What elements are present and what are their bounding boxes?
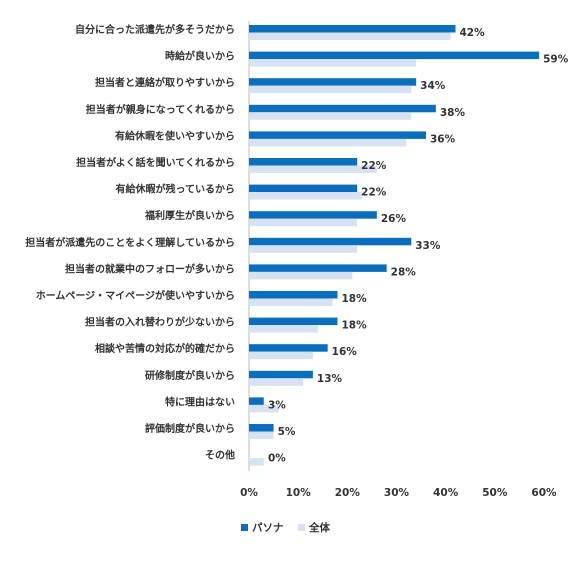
- category-label: 担当者の入れ替わりが少ないから: [85, 316, 235, 329]
- x-tick-label: 10%: [286, 487, 312, 499]
- category-label: ホームページ・マイページが使いやすいから: [36, 289, 235, 302]
- value-label: 13%: [317, 373, 343, 385]
- bar-pasona: [249, 424, 274, 432]
- bar-overall: [249, 431, 274, 439]
- x-tick-label: 60%: [531, 487, 557, 499]
- bar-pasona: [249, 184, 358, 193]
- legend: パソナ 全体: [241, 521, 330, 534]
- category-label: 担当者と連絡が取りやすいから: [95, 76, 235, 89]
- bar-pasona: [249, 370, 313, 379]
- bar-pasona: [249, 264, 387, 272]
- x-tick-label: 20%: [335, 487, 361, 499]
- bar-overall: [249, 85, 412, 94]
- category-label: その他: [205, 449, 235, 462]
- bars: [249, 25, 540, 466]
- bar-pasona: [249, 344, 328, 352]
- bar-overall: [249, 298, 333, 306]
- bar-pasona: [249, 291, 338, 299]
- x-tick-label: 40%: [433, 487, 459, 499]
- legend-label-pasona: パソナ: [252, 522, 284, 534]
- value-label: 59%: [543, 54, 569, 66]
- bar-overall: [249, 245, 358, 253]
- value-label: 38%: [440, 107, 466, 119]
- x-tick-label: 0%: [240, 487, 258, 499]
- bar-overall: [249, 351, 313, 360]
- x-tick-label: 30%: [384, 487, 410, 499]
- bar-overall: [249, 325, 318, 333]
- value-label: 22%: [361, 187, 387, 199]
- value-label: 16%: [332, 346, 358, 358]
- category-label: 特に理由はない: [165, 395, 235, 408]
- bar-pasona: [249, 51, 540, 60]
- value-label: 5%: [278, 426, 296, 438]
- value-label: 18%: [342, 293, 368, 305]
- bar-pasona: [249, 25, 456, 33]
- bar-overall: [249, 218, 358, 227]
- bar-overall: [249, 192, 363, 200]
- category-label: 相談や苦情の対応が的確だから: [95, 342, 235, 355]
- labels: 自分に合った派遣先が多そうだから 42% 時給が良いから 59% 担当者と連絡が取りやす…: [25, 23, 568, 465]
- bar-pasona: [249, 397, 264, 405]
- bar-overall: [249, 458, 264, 466]
- value-label: 18%: [342, 320, 368, 332]
- bar-overall: [249, 271, 353, 280]
- bar-pasona: [249, 158, 358, 166]
- value-label: 0%: [268, 453, 286, 465]
- value-label: 33%: [415, 240, 441, 252]
- value-label: 26%: [381, 213, 407, 225]
- legend-swatch-overall: [298, 524, 305, 531]
- x-tick-label: 50%: [482, 487, 508, 499]
- category-label: 福利厚生が良いから: [144, 209, 235, 222]
- bar-overall: [249, 404, 279, 413]
- bar-overall: [249, 32, 451, 40]
- bar-pasona: [249, 211, 377, 219]
- value-label: 34%: [420, 80, 446, 92]
- legend-label-overall: 全体: [308, 521, 330, 534]
- bar-pasona: [249, 78, 417, 86]
- category-label: 研修制度が良いから: [145, 369, 235, 382]
- category-label: 担当者が派遣先のことをよく理解しているから: [25, 236, 235, 249]
- value-label: 42%: [460, 27, 486, 39]
- value-label: 22%: [361, 160, 387, 172]
- bar-pasona: [249, 104, 436, 113]
- value-label: 28%: [391, 266, 417, 278]
- bar-overall: [249, 378, 304, 386]
- category-label: 自分に合った派遣先が多そうだから: [75, 23, 235, 36]
- category-label: 担当者がよく話を聞いてくれるから: [76, 156, 235, 169]
- bar-overall: [249, 138, 407, 147]
- category-label: 時給が良いから: [165, 50, 235, 63]
- value-label: 3%: [268, 399, 286, 411]
- bar-pasona: [249, 317, 338, 326]
- bar-pasona: [249, 237, 412, 246]
- category-label: 担当者の就業中のフォローが多いから: [65, 262, 235, 275]
- category-label: 有給休暇を使いやすいから: [115, 129, 235, 142]
- bar-overall: [249, 165, 377, 173]
- bar-overall: [249, 112, 412, 120]
- value-label: 36%: [430, 133, 456, 145]
- category-label: 担当者が親身になってくれるから: [86, 103, 235, 116]
- category-label: 評価制度が良いから: [145, 422, 235, 435]
- bar-pasona: [249, 131, 426, 139]
- x-axis: 0% 10% 20% 30% 40% 50% 60%: [240, 21, 557, 499]
- legend-swatch-pasona: [241, 524, 248, 531]
- bar-overall: [249, 59, 417, 67]
- category-label: 有給休暇が残っているから: [116, 183, 236, 196]
